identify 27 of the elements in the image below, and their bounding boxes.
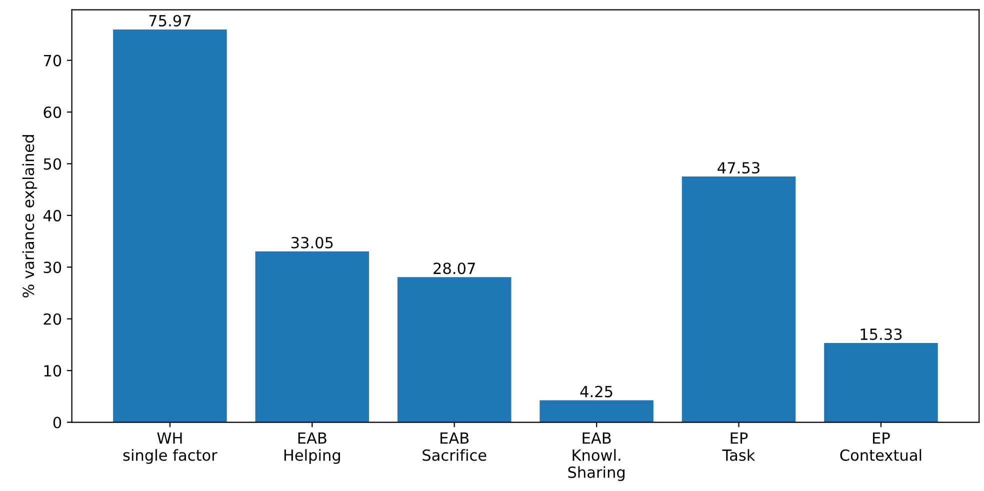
data-label: 47.53 — [718, 162, 760, 174]
y-tick-label: 50 — [44, 158, 62, 170]
bar — [824, 343, 938, 422]
x-tick-label: EAB Helping — [284, 432, 340, 464]
y-tick-label: 30 — [44, 262, 62, 274]
x-tick-label: EP Task — [722, 432, 756, 461]
y-tick-label: 40 — [43, 210, 62, 222]
bar — [397, 277, 512, 422]
data-label: 15.33 — [860, 328, 902, 340]
y-tick-label: 70 — [44, 54, 62, 66]
data-label: 75.97 — [149, 14, 191, 27]
x-tick-label: WH single factor — [123, 432, 218, 464]
bar — [540, 400, 654, 422]
data-label: 28.07 — [434, 262, 475, 274]
bar — [682, 176, 796, 422]
y-tick-label: 60 — [44, 106, 62, 118]
y-tick-label: 10 — [44, 365, 62, 377]
bar — [255, 251, 370, 422]
bar — [113, 29, 227, 422]
x-tick-label: EAB Knowl. Sharing — [568, 432, 624, 481]
x-tick-label: EAB Sacrifice — [422, 432, 486, 461]
x-tick-label: EP Contextual — [840, 432, 922, 461]
y-axis-title: % variance explained — [22, 135, 38, 298]
data-label: 4.25 — [580, 386, 612, 398]
data-label: 33.05 — [291, 236, 333, 248]
y-tick-label: 20 — [44, 313, 62, 325]
y-tick-label: 0 — [53, 416, 62, 428]
